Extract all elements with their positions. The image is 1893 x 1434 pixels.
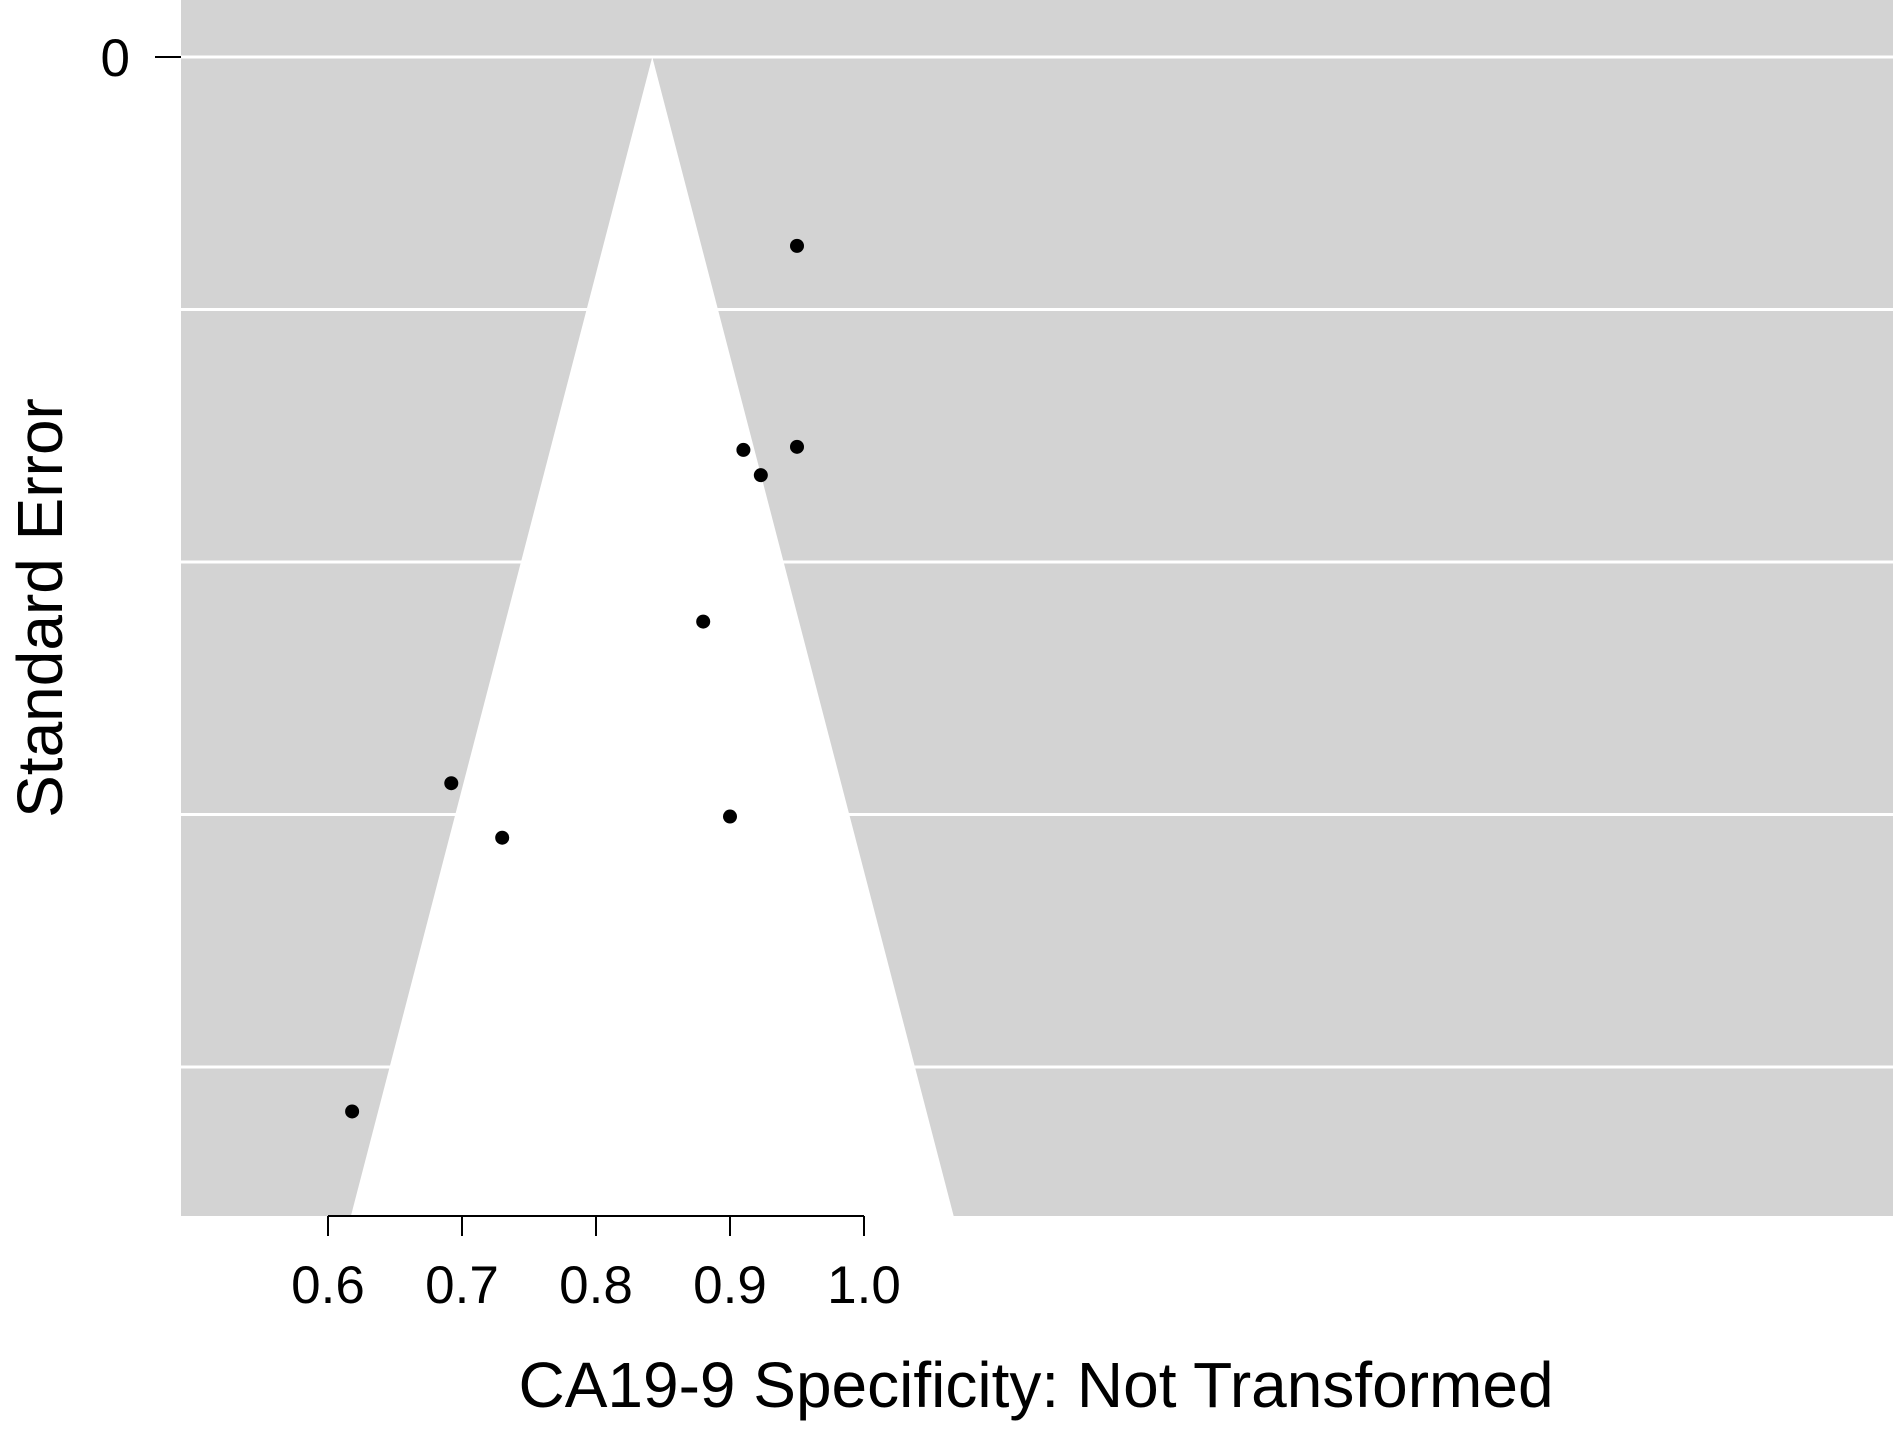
x-tick-label: 0.7 (425, 1256, 499, 1315)
data-point (696, 614, 711, 629)
data-point (723, 809, 737, 824)
data-point (753, 468, 768, 483)
x-tick-label: 0.9 (693, 1256, 767, 1315)
x-tick-label: 1.0 (827, 1256, 901, 1315)
data-point (495, 830, 510, 845)
data-points (345, 238, 804, 1119)
data-point (790, 439, 804, 454)
y-axis: 0 (101, 29, 181, 88)
x-axis-title: CA19-9 Specificity: Not Transformed (518, 1349, 1553, 1421)
data-point (345, 1104, 360, 1119)
data-point (736, 442, 751, 457)
data-point (790, 238, 804, 253)
x-axis: 0.6 0.7 0.8 0.9 1.0 (291, 1215, 901, 1315)
y-axis-title: Standard Error (4, 398, 76, 818)
x-tick-label: 0.8 (559, 1256, 633, 1315)
data-point (444, 776, 459, 791)
x-tick-label: 0.6 (291, 1256, 365, 1315)
funnel-region (350, 57, 954, 1216)
y-tick-label: 0 (101, 29, 130, 88)
